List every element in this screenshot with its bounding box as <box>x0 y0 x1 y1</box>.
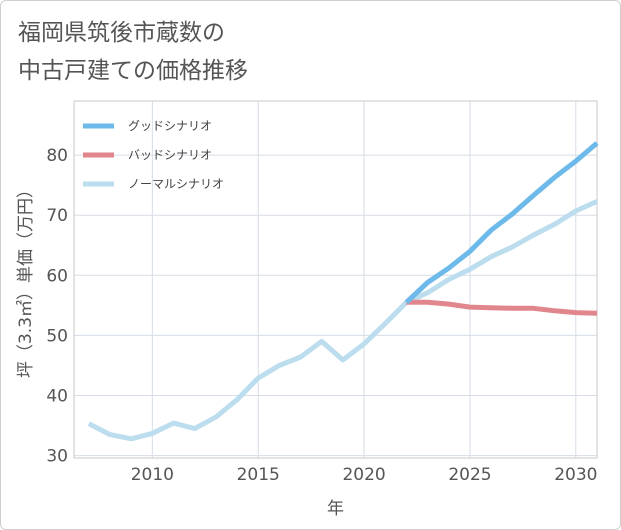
y-tick-label: 50 <box>46 326 68 346</box>
x-tick-label: 2020 <box>342 465 385 485</box>
x-tick-label: 2025 <box>448 465 491 485</box>
legend-label-1: バッドシナリオ <box>128 148 212 162</box>
x-axis-label: 年 <box>327 499 344 519</box>
plot-area <box>73 100 598 459</box>
y-tick-label: 30 <box>46 447 68 467</box>
y-tick-label: 80 <box>46 146 68 166</box>
y-tick-label: 70 <box>46 206 68 226</box>
series-line-1 <box>406 299 598 316</box>
legend-label-2: ノーマルシナリオ <box>128 177 224 191</box>
y-axis-label: 坪（3.3㎡）単価（万円） <box>16 181 36 378</box>
legend-label-0: グッドシナリオ <box>128 119 212 133</box>
chart-title: 福岡県筑後市蔵数の 中古戸建ての価格推移 <box>18 14 248 90</box>
series-line-2 <box>87 199 599 442</box>
chart-title-line-1: 福岡県筑後市蔵数の <box>18 20 225 46</box>
x-tick-label: 2015 <box>237 465 280 485</box>
x-tick-label: 2030 <box>554 465 597 485</box>
x-tick-label: 2010 <box>131 465 174 485</box>
series-line-0 <box>404 141 599 305</box>
y-tick-label: 40 <box>46 386 68 406</box>
chart-title-line-2: 中古戸建ての価格推移 <box>18 58 248 84</box>
y-tick-label: 60 <box>46 266 68 286</box>
series-lines <box>87 141 599 442</box>
tick-labels: 2010 2015 2020 2025 2030 30 40 50 60 70 80 <box>46 146 597 485</box>
